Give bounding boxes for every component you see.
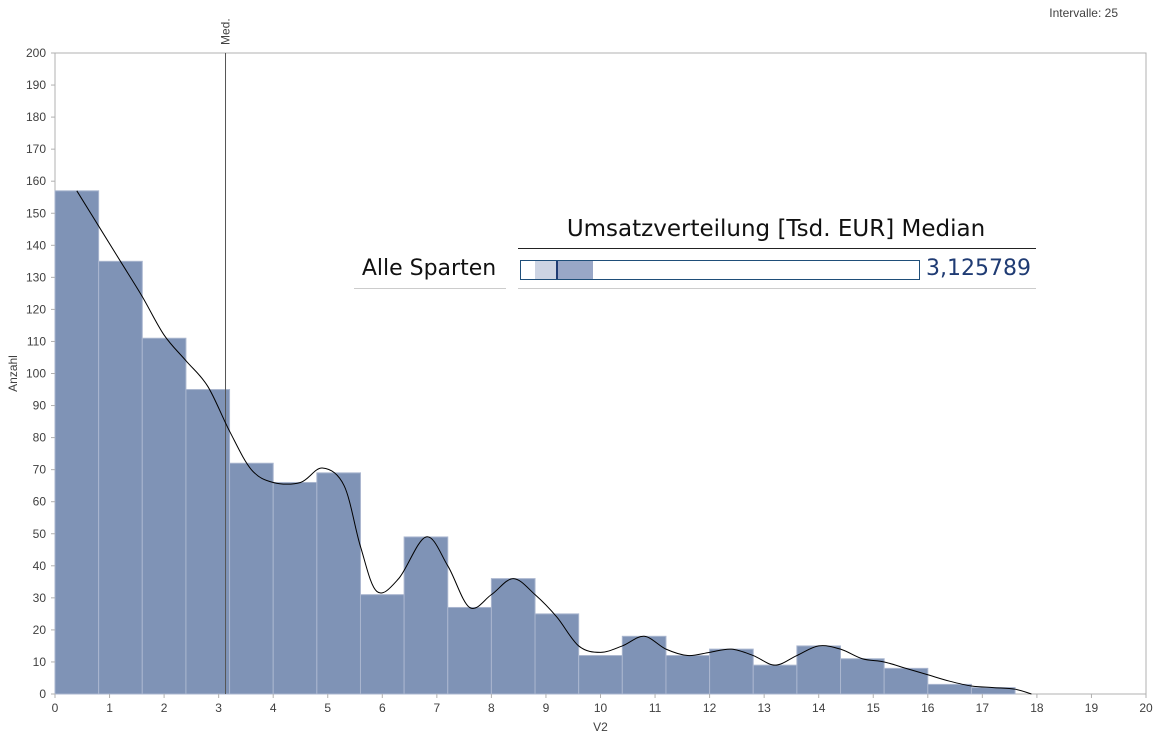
y-tick-label: 10	[33, 655, 47, 669]
summary-bottom-rule	[518, 288, 1036, 289]
histogram-bar	[578, 655, 623, 695]
y-tick-label: 70	[33, 463, 47, 477]
x-tick-label: 7	[434, 701, 441, 715]
y-axis-ticks: 0 10 20 30 40 50 60 70 80 90 100 110 120 130 140 150 160…	[26, 46, 55, 701]
y-tick-label: 130	[26, 270, 46, 284]
histogram-bar	[98, 260, 143, 695]
histogram-bar	[447, 606, 492, 695]
y-tick-label: 170	[26, 142, 46, 156]
y-tick-label: 160	[26, 174, 46, 188]
y-tick-label: 80	[33, 431, 47, 445]
histogram-bar	[752, 664, 798, 695]
x-axis-ticks: 0 1 2 3 4 5 6 7 8 9 10 11 12 13 14 15 16 17 18 19 20	[52, 694, 1153, 715]
histogram-bar	[54, 190, 100, 695]
x-tick-label: 5	[324, 701, 331, 715]
interval-count-label: Intervalle: 25	[1049, 6, 1118, 20]
x-tick-label: 1	[106, 701, 113, 715]
x-tick-label: 17	[976, 701, 990, 715]
x-tick-label: 8	[488, 701, 495, 715]
histogram-bar	[141, 337, 187, 695]
density-line	[76, 190, 1032, 695]
histogram-bar	[403, 536, 449, 695]
histogram-bar	[534, 613, 580, 695]
x-tick-label: 6	[379, 701, 386, 715]
histogram-bar	[272, 481, 318, 695]
median-value: 3,125789	[926, 256, 1031, 281]
lower-quartile-segment	[534, 261, 557, 279]
x-tick-label: 3	[215, 701, 222, 715]
histogram-bar	[883, 667, 929, 695]
summary-row-label: Alle Sparten	[361, 256, 497, 281]
median-summary-panel: Umsatzverteilung [Tsd. EUR] Median Alle …	[354, 216, 1036, 292]
x-tick-label: 14	[812, 701, 826, 715]
y-tick-label: 20	[33, 623, 47, 637]
y-tick-label: 190	[26, 78, 46, 92]
median-range-bar	[520, 260, 920, 280]
x-tick-label: 13	[757, 701, 771, 715]
y-tick-label: 30	[33, 591, 47, 605]
summary-label-rule	[354, 288, 506, 289]
histogram-bars	[54, 190, 1016, 695]
histogram-bar	[490, 578, 536, 695]
x-axis-title: V2	[593, 720, 608, 734]
y-tick-label: 50	[33, 527, 47, 541]
histogram-bar	[229, 462, 274, 695]
x-tick-label: 18	[1030, 701, 1044, 715]
y-axis-title: Anzahl	[6, 355, 20, 392]
y-tick-label: 0	[39, 687, 46, 701]
upper-quartile-segment	[556, 261, 593, 279]
x-tick-label: 16	[921, 701, 935, 715]
x-tick-label: 12	[703, 701, 717, 715]
histogram-bar	[359, 594, 405, 695]
y-tick-label: 150	[26, 206, 46, 220]
y-tick-label: 200	[26, 46, 46, 60]
x-tick-label: 11	[649, 701, 662, 715]
histogram-bar	[927, 683, 972, 695]
x-tick-label: 9	[543, 701, 550, 715]
histogram-bar	[840, 658, 885, 695]
histogram-bar	[185, 389, 231, 695]
histogram-bar	[316, 472, 361, 695]
y-tick-label: 40	[33, 559, 47, 573]
x-tick-label: 15	[867, 701, 881, 715]
histogram-bar	[709, 648, 754, 695]
y-tick-label: 180	[26, 110, 46, 124]
histogram-bar	[665, 655, 711, 695]
median-tick	[555, 261, 558, 279]
y-tick-label: 100	[26, 367, 46, 381]
median-marker: Med.	[219, 18, 233, 694]
median-label: Med.	[219, 18, 233, 45]
density-curve	[76, 190, 1032, 695]
y-tick-label: 120	[26, 302, 46, 316]
x-tick-label: 2	[161, 701, 168, 715]
x-tick-label: 10	[594, 701, 608, 715]
histogram-bar	[796, 645, 842, 695]
y-tick-label: 90	[33, 399, 47, 413]
x-tick-label: 20	[1139, 701, 1153, 715]
x-tick-label: 0	[52, 701, 59, 715]
summary-title: Umsatzverteilung [Tsd. EUR] Median	[566, 216, 986, 242]
x-tick-label: 4	[270, 701, 277, 715]
summary-title-rule	[518, 248, 1036, 249]
y-tick-label: 60	[33, 495, 47, 509]
y-tick-label: 140	[26, 238, 46, 252]
x-tick-label: 19	[1085, 701, 1099, 715]
y-tick-label: 110	[27, 334, 46, 348]
